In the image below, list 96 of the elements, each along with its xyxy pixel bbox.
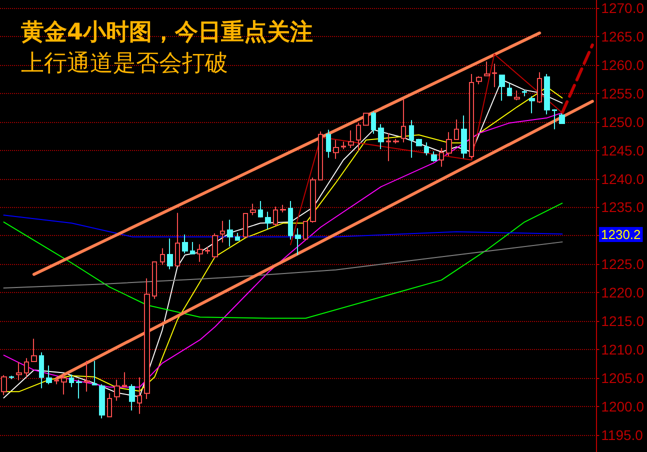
candlestick xyxy=(529,96,535,114)
candlestick xyxy=(295,228,301,256)
y-tick-label: 1220.0 xyxy=(601,284,644,301)
candlestick xyxy=(273,206,278,226)
candlestick xyxy=(197,244,203,262)
candlestick xyxy=(537,72,542,104)
candlestick xyxy=(205,246,210,254)
candlestick xyxy=(182,234,188,254)
candlestick xyxy=(250,203,256,216)
candlestick xyxy=(552,108,557,130)
candlestick xyxy=(1,374,7,396)
candlestick xyxy=(129,384,135,411)
candlestick xyxy=(258,200,263,218)
annotation: 1230.2 xyxy=(601,227,641,242)
candlestick xyxy=(559,112,565,124)
candlestick xyxy=(393,138,399,144)
text: 黄金4小时图，今日重点关注 xyxy=(20,18,314,46)
candlestick xyxy=(348,130,354,149)
candlestick xyxy=(476,76,482,85)
candlestick xyxy=(326,129,331,158)
candlestick xyxy=(416,138,422,146)
candlestick xyxy=(431,150,437,162)
candlestick xyxy=(333,140,339,160)
y-tick-label: 1205.0 xyxy=(601,370,644,386)
candlestick xyxy=(54,377,59,385)
candlestick xyxy=(446,132,452,156)
candlestick xyxy=(484,60,490,76)
candlestick xyxy=(439,148,444,168)
candlestick xyxy=(363,112,369,126)
candlestick xyxy=(39,352,44,389)
candlestick xyxy=(522,89,527,97)
y-tick-label: 1270.0 xyxy=(601,0,644,16)
candlestick xyxy=(461,115,467,159)
candlestick xyxy=(544,74,550,115)
candlestick xyxy=(46,364,52,385)
candlestick xyxy=(318,131,323,180)
y-tick-label: 1245.0 xyxy=(601,142,644,158)
candlestick xyxy=(310,177,316,224)
candlestick xyxy=(243,212,248,238)
candlestick xyxy=(69,374,74,388)
line-series xyxy=(3,241,563,289)
candlestick xyxy=(454,119,459,140)
candlestick xyxy=(227,219,233,247)
candlestick xyxy=(99,384,105,419)
text: 上行通道是否会打破 xyxy=(21,50,228,76)
candlestick xyxy=(175,212,180,267)
candlestick xyxy=(114,379,120,402)
candlestick xyxy=(265,211,271,230)
line-series xyxy=(3,214,563,238)
candlestick xyxy=(84,360,90,392)
y-tick-label: 1235.0 xyxy=(601,199,644,216)
candlestick xyxy=(92,360,97,386)
y-tick-label: 1255.0 xyxy=(601,85,644,102)
candlestick xyxy=(16,362,22,381)
candlestick xyxy=(235,232,240,241)
candlestick xyxy=(220,220,225,244)
candlestick xyxy=(61,374,67,396)
candlestick xyxy=(371,111,376,134)
y-tick-label: 1195.0 xyxy=(601,426,644,443)
candlestick xyxy=(9,375,14,380)
candlestick xyxy=(409,120,414,158)
candlestick xyxy=(137,376,142,414)
y-tick-label: 1250.0 xyxy=(601,114,644,130)
candlestick xyxy=(167,238,173,270)
y-tick-label: 1210.0 xyxy=(601,342,644,358)
candlestick xyxy=(401,98,406,143)
candlestick xyxy=(24,358,29,378)
line-series xyxy=(3,202,563,319)
y-tick-label: 1225.0 xyxy=(601,256,644,272)
candlestick xyxy=(424,142,429,156)
candlestick xyxy=(386,132,391,162)
candlestick xyxy=(303,220,308,240)
candlestick xyxy=(190,241,195,254)
y-tick-label: 1265.0 xyxy=(601,28,644,44)
candlestick xyxy=(31,338,37,362)
y-tick-label: 1215.0 xyxy=(601,313,644,330)
candlestick xyxy=(356,122,361,152)
candlestick xyxy=(499,74,505,102)
candlestick xyxy=(288,200,293,240)
candlestick xyxy=(144,278,150,400)
y-tick-label: 1240.0 xyxy=(601,170,644,187)
candlestick xyxy=(76,379,82,399)
candlestick xyxy=(122,372,127,388)
candlestick xyxy=(107,392,112,418)
candlestick xyxy=(212,232,218,259)
candlestick xyxy=(152,261,157,300)
candlestick xyxy=(160,248,165,266)
candlestick xyxy=(378,124,384,150)
candlestick xyxy=(514,90,520,101)
candlestick xyxy=(341,141,346,150)
y-tick-label: 1260.0 xyxy=(601,56,644,73)
candlestick xyxy=(507,82,512,96)
candlestick xyxy=(280,204,286,213)
y-tick-label: 1200.0 xyxy=(601,398,644,414)
candlestick xyxy=(492,63,497,88)
candlestick xyxy=(469,74,474,159)
